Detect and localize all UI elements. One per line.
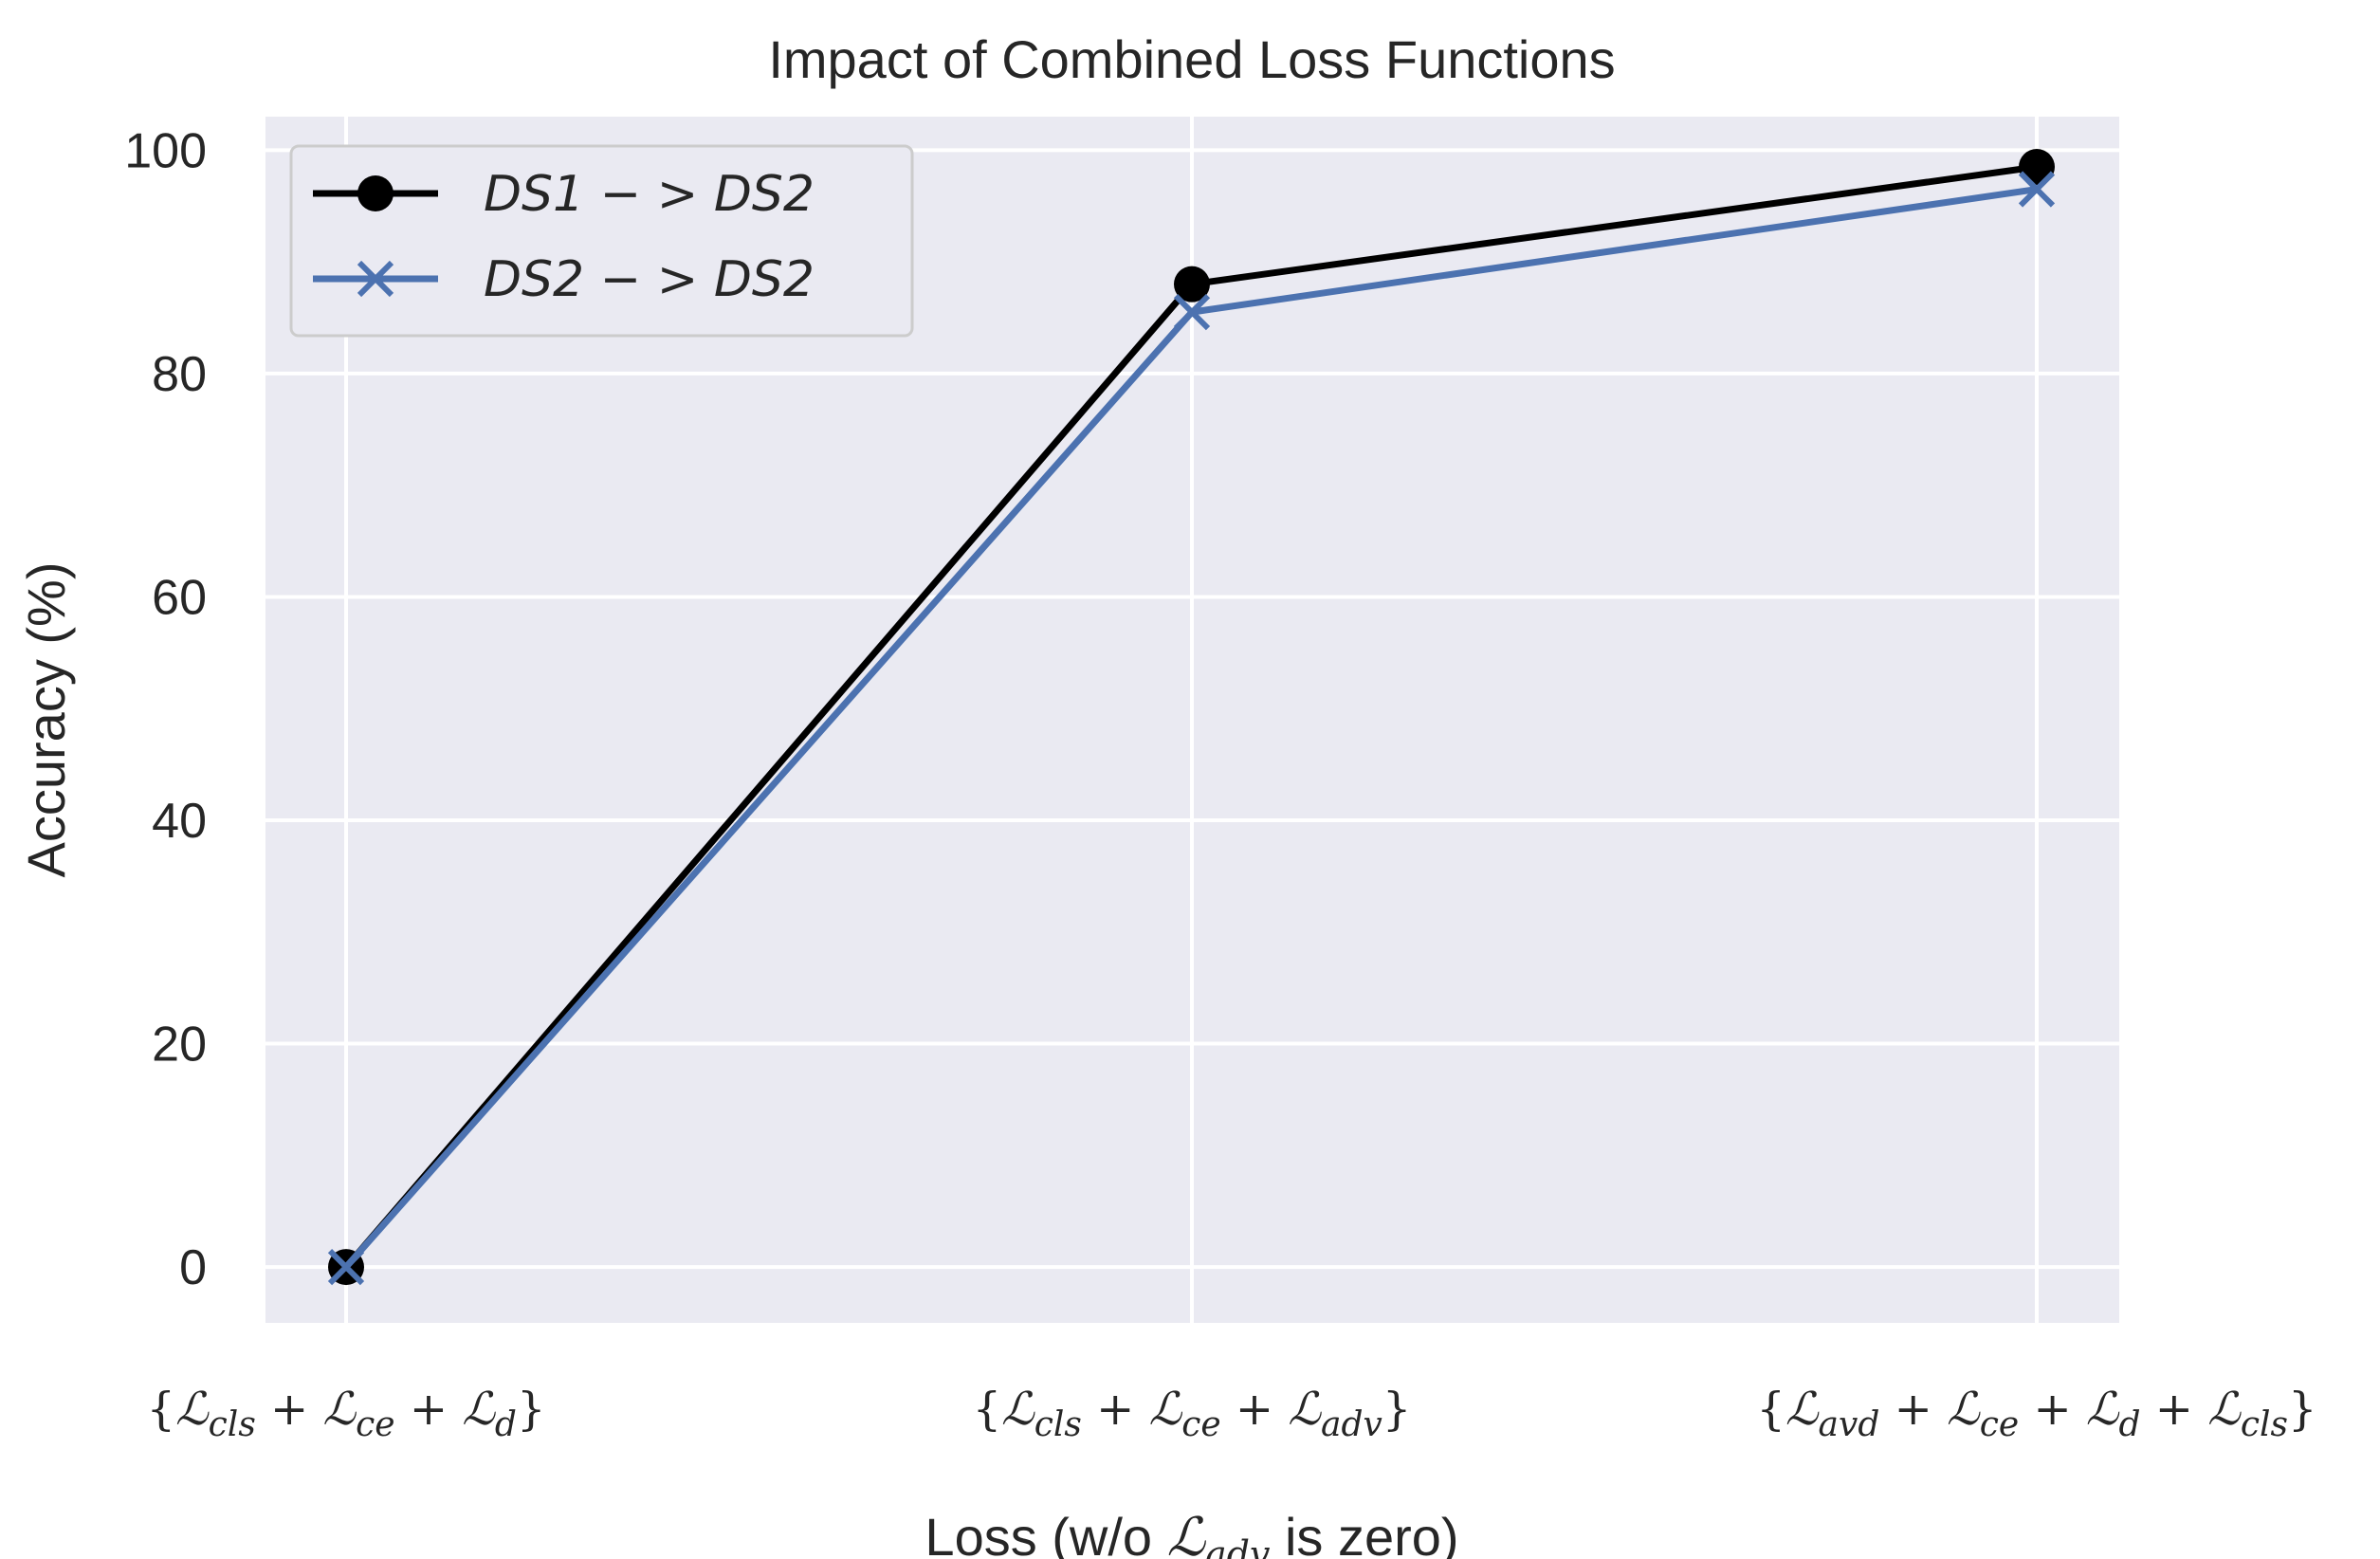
legend-label: DS1 − > DS2	[484, 166, 815, 223]
y-tick-label: 20	[152, 1018, 207, 1073]
legend-entry-0: DS1 − > DS2	[313, 166, 815, 223]
y-tick-label: 40	[152, 794, 207, 849]
legend-label: DS2 − > DS2	[484, 251, 815, 308]
y-tick-labels: 0 20 40 60 80 100	[124, 123, 207, 1295]
chart-title: Impact of Combined Loss Functions	[768, 29, 1615, 89]
data-point	[1173, 293, 1211, 331]
x-axis-label: Loss (w/o ℒadv is zero)	[925, 1507, 1458, 1559]
data-point	[2018, 171, 2056, 208]
y-tick-label: 0	[179, 1240, 207, 1295]
x-tick-label: {ℒcls​ + ℒce​ + ℒd​}	[147, 1383, 546, 1444]
legend-entry-1: DS2 − > DS2	[313, 251, 815, 308]
x-tick-labels: {ℒcls​ + ℒce​ + ℒd​} {ℒcls​ + ℒce​ + ℒadv…	[147, 1383, 2317, 1444]
data-point	[2019, 149, 2055, 185]
grid-lines	[265, 117, 2119, 1323]
y-tick-label: 100	[124, 123, 207, 178]
data-point	[1174, 266, 1210, 303]
legend: DS1 − > DS2 DS2 − > DS2	[289, 144, 914, 338]
series-1	[327, 171, 2056, 1286]
x-tick-label: {ℒcls​ + ℒce​ + ℒadv​}	[973, 1383, 1412, 1444]
legend-box	[289, 144, 914, 338]
legend-marker	[357, 260, 394, 298]
y-tick-label: 80	[152, 347, 207, 402]
legend-marker	[357, 175, 394, 211]
data-point	[327, 1248, 365, 1286]
x-tick-label: {ℒavd​ + ℒce​ + ℒd​ + ℒcls​}	[1756, 1383, 2316, 1444]
y-axis-label: Accuracy (%)	[16, 562, 76, 878]
y-tick-label: 60	[152, 570, 207, 625]
series-layer	[327, 149, 2056, 1286]
